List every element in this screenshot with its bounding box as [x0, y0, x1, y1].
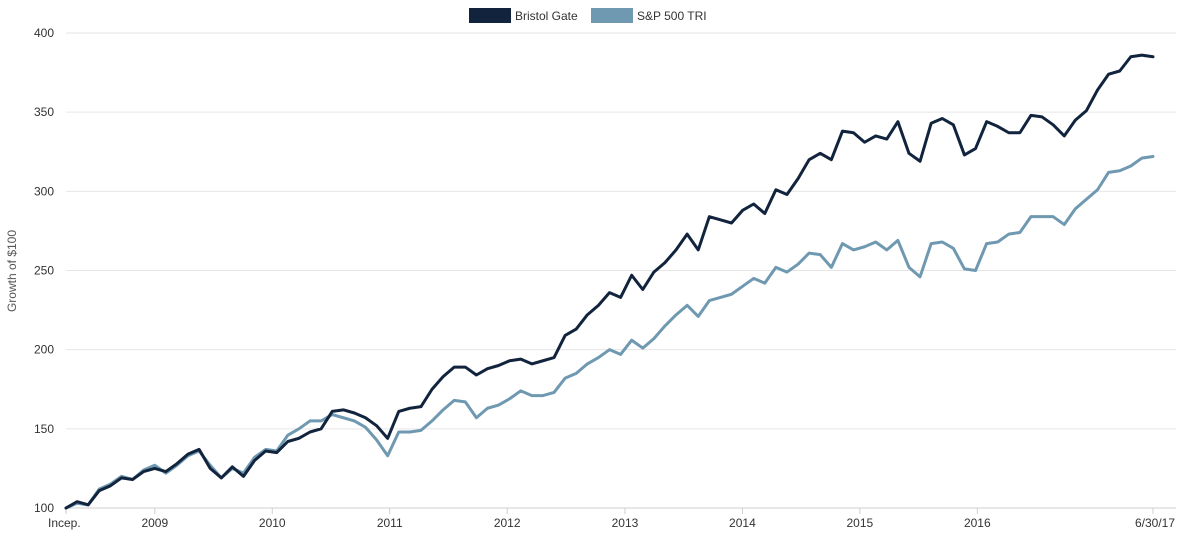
x-tick-label: 2010	[259, 516, 286, 530]
x-tick-label: 2013	[612, 516, 639, 530]
x-tick-label: 2014	[729, 516, 756, 530]
y-axis: 100 150 200 250 300 350 400	[34, 26, 54, 515]
series-line-bristol-gate	[64, 53, 1155, 510]
legend-item-s-p-500-tri[interactable]: S&P 500 TRI	[591, 8, 707, 23]
x-tick-label: 2012	[494, 516, 521, 530]
x-tick-label: 6/30/17	[1135, 516, 1175, 530]
legend-swatch	[469, 8, 511, 23]
legend-item-bristol-gate[interactable]: Bristol Gate	[469, 8, 578, 23]
y-tick-label: 400	[34, 26, 54, 40]
y-tick-label: 150	[34, 422, 54, 436]
x-tick-label: 2015	[846, 516, 873, 530]
y-tick-label: 250	[34, 264, 54, 278]
legend-label: S&P 500 TRI	[637, 9, 707, 23]
x-tick-label: 2009	[141, 516, 168, 530]
y-tick-label: 100	[34, 501, 54, 515]
x-axis: Incep. 2009 2010 2011 2012 2013 2014 2015 2016 6/…	[48, 508, 1175, 530]
y-tick-label: 300	[34, 184, 54, 198]
x-tick-label: 2016	[964, 516, 991, 530]
y-tick-label: 350	[34, 105, 54, 119]
y-tick-label: 200	[34, 343, 54, 357]
legend[interactable]: Bristol Gate S&P 500 TRI	[469, 8, 707, 23]
series-layer	[64, 53, 1155, 510]
x-tick-label: 2011	[377, 516, 403, 530]
gridlines	[66, 32, 1176, 509]
legend-label: Bristol Gate	[515, 9, 578, 23]
legend-swatch	[591, 8, 633, 23]
y-axis-title: Growth of $100	[5, 230, 19, 312]
series-line-s-p-500-tri	[64, 155, 1155, 510]
x-tick-label: Incep.	[48, 516, 81, 530]
